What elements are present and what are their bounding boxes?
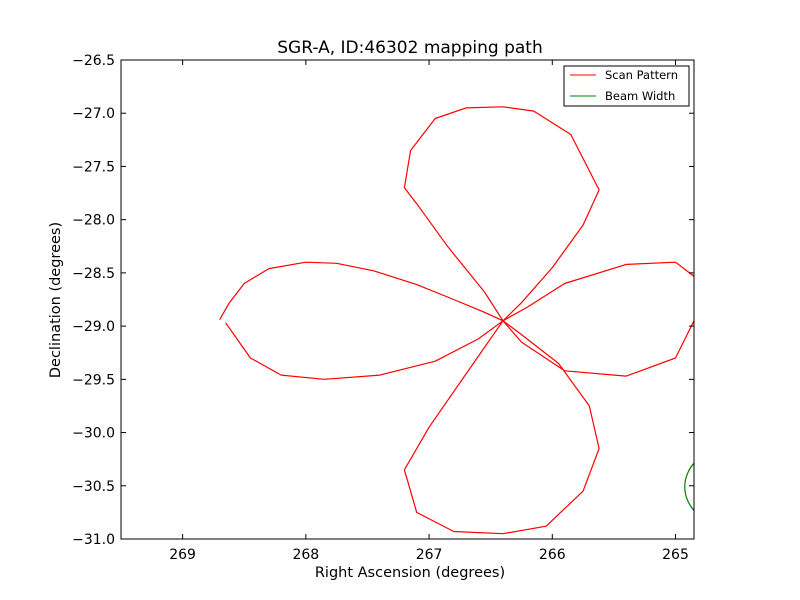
x-tick-label-268: 268 [292, 547, 319, 563]
x-tick-label-265: 265 [662, 547, 689, 563]
y-tick-label-neg29: −29.0 [72, 319, 115, 335]
plot-frame [120, 59, 695, 540]
y-tick-label-neg30_5: −30.5 [72, 479, 115, 495]
x-tick-label-266: 266 [539, 547, 566, 563]
plot-area [120, 59, 695, 540]
y-tick-label-neg27: −27.0 [72, 106, 115, 122]
y-tick-label-neg29_5: −29.5 [72, 372, 115, 388]
x-tick-label-269: 269 [169, 547, 196, 563]
legend-label-scan-pattern: Scan Pattern [605, 68, 678, 82]
y-tick-label-neg28_5: −28.5 [72, 266, 115, 282]
x-tick-label-267: 267 [416, 547, 443, 563]
x-axis-title: Right Ascension (degrees) [315, 565, 505, 581]
x-axis: 269 268 267 266 265 [169, 60, 689, 563]
y-tick-label-neg26_5: −26.5 [72, 53, 115, 69]
chart-title: SGR-A, ID:46302 mapping path [277, 38, 543, 58]
series-layer [219, 106, 694, 535]
series-scan-pattern-line [219, 106, 694, 535]
legend: Scan Pattern Beam Width [563, 65, 690, 107]
y-tick-label-neg30: −30.0 [72, 426, 115, 442]
y-axis: −26.5 −27.0 −27.5 −28.0 −28.5 −29.0 −29.5 −30.0… [72, 53, 694, 548]
y-tick-label-neg28: −28.0 [72, 213, 115, 229]
series-beam-width-circle [684, 462, 694, 512]
legend-box [563, 65, 690, 107]
y-tick-label-neg31: −31.0 [72, 532, 115, 548]
legend-label-beam-width: Beam Width [605, 89, 675, 103]
y-axis-title: Declination (degrees) [48, 222, 64, 378]
y-tick-label-neg27_5: −27.5 [72, 159, 115, 175]
